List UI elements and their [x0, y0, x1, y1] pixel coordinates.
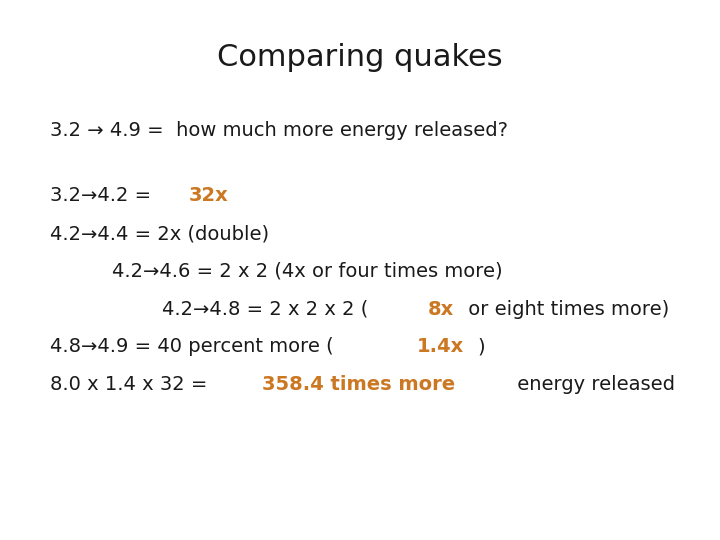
Text: 358.4 times more: 358.4 times more [261, 375, 454, 394]
Text: 4.2→4.8 = 2 x 2 x 2 (: 4.2→4.8 = 2 x 2 x 2 ( [162, 300, 368, 319]
Text: 3.2→4.2 =: 3.2→4.2 = [50, 186, 158, 205]
Text: 32x: 32x [189, 186, 229, 205]
Text: 3.2 → 4.9 =  how much more energy released?: 3.2 → 4.9 = how much more energy release… [50, 122, 508, 140]
Text: or eight times more): or eight times more) [462, 300, 670, 319]
Text: 8.0 x 1.4 x 32 =: 8.0 x 1.4 x 32 = [50, 375, 214, 394]
Text: 4.2→4.6 = 2 x 2 (4x or four times more): 4.2→4.6 = 2 x 2 (4x or four times more) [112, 262, 503, 281]
Text: 1.4x: 1.4x [416, 338, 464, 356]
Text: energy released: energy released [510, 375, 675, 394]
Text: 8x: 8x [428, 300, 454, 319]
Text: 4.2→4.4 = 2x (double): 4.2→4.4 = 2x (double) [50, 224, 269, 243]
Text: 4.8→4.9 = 40 percent more (: 4.8→4.9 = 40 percent more ( [50, 338, 334, 356]
Text: Comparing quakes: Comparing quakes [217, 43, 503, 72]
Text: ): ) [477, 338, 485, 356]
